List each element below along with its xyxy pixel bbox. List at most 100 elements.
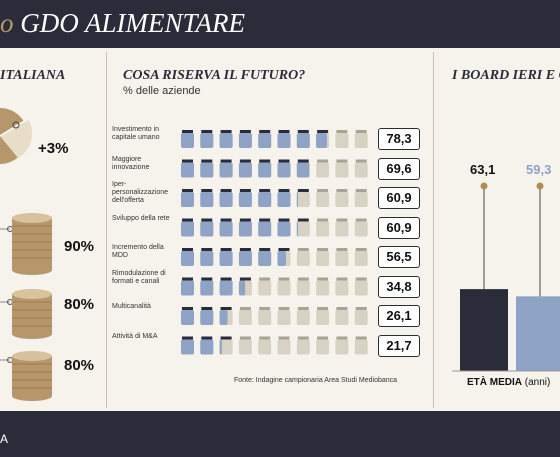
jar-mark <box>200 336 214 355</box>
category-label: Sviluppo della rete <box>112 214 170 222</box>
jar-mark <box>277 336 291 355</box>
jar-mark <box>181 130 194 148</box>
jar-mark <box>258 189 272 207</box>
jar-mark <box>181 218 194 237</box>
jar-mark <box>335 218 349 237</box>
jar-mark <box>277 248 291 266</box>
x-axis-label-rest: (anni) <box>522 377 551 388</box>
value-label: 26,1 <box>378 305 420 327</box>
jar-mark <box>219 277 233 296</box>
jar-mark <box>316 218 330 237</box>
jar-mark <box>354 189 368 207</box>
jar-mark <box>219 218 233 237</box>
center-subtitle: % delle aziende <box>123 85 201 97</box>
board-bar <box>516 296 560 371</box>
category-label: Rimodulazione di formati e canali <box>112 269 166 285</box>
jar-mark <box>200 277 214 296</box>
jar-mark <box>354 218 368 237</box>
jar-mark <box>238 218 252 237</box>
coin-stack-icon-3 <box>0 351 52 401</box>
footer-text: A <box>0 432 9 446</box>
jar-mark <box>258 277 272 296</box>
jar-mark <box>316 307 330 325</box>
jar-mark <box>335 248 349 266</box>
jar-mark <box>296 130 310 148</box>
jar-mark <box>219 307 233 325</box>
jar-mark <box>219 189 233 207</box>
pie-icon <box>0 108 33 164</box>
jar-mark <box>316 159 330 178</box>
jar-mark <box>335 159 349 178</box>
jar-mark <box>181 336 194 355</box>
coin-stack-icon-2 <box>0 289 52 339</box>
category-label: Maggiore innovazione <box>112 155 150 171</box>
x-axis-label-bold: ETÀ MEDIA <box>467 377 522 388</box>
jar-mark <box>354 159 368 178</box>
jar-mark <box>238 248 252 266</box>
jar-mark <box>181 248 194 266</box>
jar-mark <box>238 159 252 178</box>
jar-mark <box>181 277 194 296</box>
value-label: 69,6 <box>378 157 420 180</box>
jar-mark <box>277 218 291 237</box>
jar-mark <box>277 189 291 207</box>
jar-mark <box>354 307 368 325</box>
jar-mark <box>200 159 214 178</box>
jar-mark <box>296 218 310 237</box>
jar-mark <box>316 189 330 207</box>
category-label: Iper-personalizzazione dell'offerta <box>112 181 169 204</box>
jar-mark <box>335 277 349 296</box>
center-section-title: COSA RISERVA IL FUTURO? <box>123 68 306 83</box>
value-label: 34,8 <box>378 275 420 298</box>
coin-stack-pct-1: 90% <box>64 238 95 255</box>
jar-mark <box>258 159 272 178</box>
category-label: Investimento in capitale umano <box>112 126 160 141</box>
jar-mark <box>181 159 194 178</box>
jar-mark <box>258 336 272 355</box>
value-label: 56,5 <box>378 246 420 268</box>
jar-mark <box>219 248 233 266</box>
jar-mark <box>277 130 291 148</box>
jar-mark <box>354 336 368 355</box>
title-main: GDO ALIMENTARE <box>20 8 245 38</box>
board-leader-dot <box>480 182 488 190</box>
jar-mark <box>219 130 233 148</box>
jar-mark <box>296 336 310 355</box>
category-label: Multicanalità <box>112 303 151 310</box>
jar-mark <box>238 189 252 207</box>
jar-mark <box>354 248 368 266</box>
jar-mark <box>200 130 214 148</box>
jar-mark <box>219 336 233 355</box>
jar-mark <box>316 336 330 355</box>
coin-stack-icon-1 <box>0 213 52 275</box>
coin-stack-pct-2: 80% <box>64 296 95 313</box>
category-label: Attività di M&A <box>112 332 158 340</box>
jar-mark <box>296 248 310 266</box>
jar-mark <box>296 277 310 296</box>
value-label: 60,9 <box>378 187 420 209</box>
jar-mark <box>238 277 252 296</box>
jar-mark <box>335 336 349 355</box>
left-section-title: ITALIANA <box>0 68 66 83</box>
board-value-label: 59,3 <box>526 162 552 177</box>
jar-mark <box>277 159 291 178</box>
jar-mark <box>258 218 272 237</box>
jar-mark <box>316 277 330 296</box>
category-label: Incremento della MDD <box>112 244 164 259</box>
header-bar <box>0 0 560 48</box>
jar-mark <box>316 248 330 266</box>
title-prefix: o <box>0 8 14 38</box>
page-title: o GDO ALIMENTARE <box>0 8 245 39</box>
jar-mark <box>219 159 233 178</box>
jar-mark <box>258 248 272 266</box>
source-note: Fonte: Indagine campionaria Area Studi M… <box>234 377 398 384</box>
jar-mark <box>354 130 368 148</box>
right-section-title: I BOARD IERI E O <box>452 68 560 83</box>
jar-mark <box>296 189 310 207</box>
pie-change-label: +3% <box>38 140 69 157</box>
jar-mark <box>277 277 291 296</box>
value-label: 60,9 <box>378 216 420 239</box>
jar-mark <box>258 130 272 148</box>
